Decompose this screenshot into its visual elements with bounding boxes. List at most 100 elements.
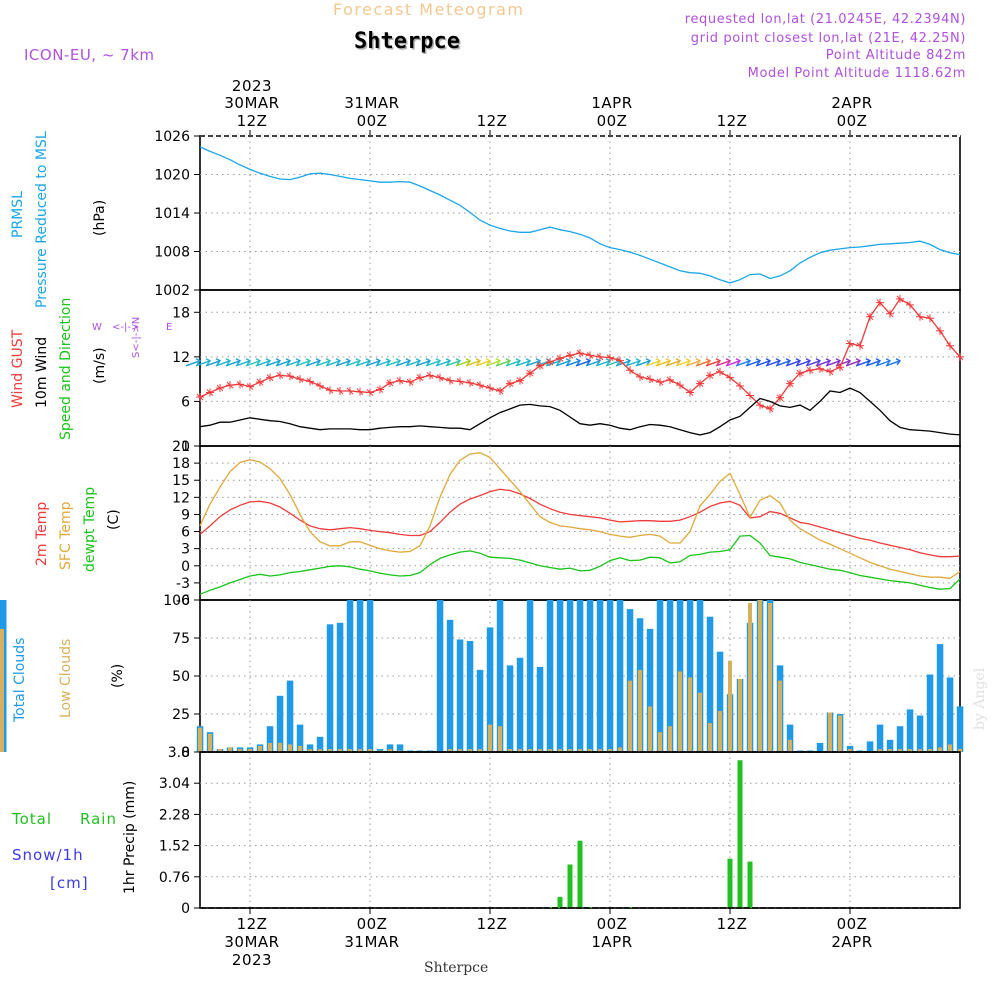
top-time-label: 12Z: [237, 112, 268, 130]
wind-direction-arrow: [405, 358, 422, 367]
low-cloud-bar: [528, 749, 532, 752]
wind-direction-arrow: [515, 358, 532, 367]
wind-direction-arrow: [385, 358, 402, 367]
top-time-label: 31MAR: [344, 94, 399, 112]
gust-label: Wind GUST: [10, 329, 26, 408]
compass-east: E: [166, 322, 172, 333]
total-cloud-bar: [486, 627, 494, 752]
gust-marker: [916, 312, 924, 321]
low-cloud-bar: [348, 749, 352, 752]
bottom-time-label: 12Z: [717, 915, 748, 933]
y-tick-label: 15: [172, 473, 190, 489]
low-cloud-bar: [608, 749, 612, 752]
gust-marker: [656, 378, 664, 387]
y-tick-label: 100: [163, 593, 190, 609]
wind-direction-arrow: [695, 358, 712, 367]
low-cloud-bar: [318, 749, 322, 752]
series-sfc-temp: [199, 452, 961, 579]
wind-direction-arrow: [325, 358, 342, 367]
low-cloud-bar: [478, 749, 482, 752]
low-cloud-bar: [0, 628, 4, 752]
wind-direction-arrow: [855, 358, 872, 367]
total-cloud-bar: [436, 600, 444, 752]
gust-marker: [216, 384, 224, 393]
y-tick-label: 18: [172, 456, 190, 472]
wind-label: 10m Wind: [34, 337, 50, 408]
total-cloud-bar: [716, 651, 724, 752]
series-dewpt-temp: [199, 534, 961, 595]
gust-marker: [536, 361, 544, 370]
gust-marker: [616, 356, 624, 365]
bottom-time-label: 00Z: [357, 915, 388, 933]
wind-direction-arrow: [365, 358, 382, 367]
wind-direction-arrow: [735, 358, 752, 367]
wind-direction-arrow: [475, 358, 492, 367]
low-cloud-bar: [458, 749, 462, 752]
y-tick-label: 0: [181, 559, 190, 575]
bottom-time-label: 1APR: [591, 933, 632, 951]
bottom-time-label: 31MAR: [344, 933, 399, 951]
total-cloud-bar: [296, 724, 304, 752]
total-cloud-bar: [866, 741, 874, 752]
wind-direction-arrow: [725, 358, 742, 367]
total-cloud-bar: [586, 600, 594, 752]
model-altitude: Model Point Altitude 1118.62m: [748, 66, 966, 81]
total-cloud-bar: [616, 600, 624, 752]
gust-marker: [946, 341, 954, 350]
y-tick-label: 12: [172, 490, 190, 506]
total-cloud-bar: [526, 600, 534, 752]
total-cloud-bar: [276, 695, 284, 752]
total-cloud-bar: [546, 600, 554, 752]
total-cloud-bar: [446, 619, 454, 752]
gust-marker: [926, 314, 934, 323]
t2m-label: 2m Temp: [34, 502, 50, 566]
gust-marker: [576, 349, 584, 358]
bottom-time-label: 00Z: [597, 915, 628, 933]
wind-direction-arrow: [445, 358, 462, 367]
precip-side-labels: Total Rain Snow/1h [cm] 1hr Precip (mm): [11, 781, 138, 894]
low-cloud-bar: [918, 749, 922, 752]
series-prmsl: [199, 146, 961, 284]
wind-direction-arrow: [185, 358, 202, 367]
low-cloud-bar: [248, 749, 252, 752]
y-tick-label: -3: [176, 576, 190, 592]
bottom-time-label: 30MAR: [224, 933, 279, 951]
bottom-time-label: 00Z: [837, 915, 868, 933]
low-cloud-bar: [508, 749, 512, 752]
pressure-side-labels: PRMSL Pressure Reduced to MSL (hPa): [10, 131, 108, 308]
gust-marker: [286, 372, 294, 381]
series-2m-temp: [199, 488, 961, 558]
total-cloud-bar: [326, 624, 334, 752]
gust-marker: [506, 379, 514, 388]
precip-total-label: Total: [11, 810, 52, 828]
low-cloud-bar: [328, 749, 332, 752]
compass-vertical: S<-|->N: [131, 317, 142, 358]
gust-marker: [786, 379, 794, 388]
wind-direction-arrow: [265, 358, 282, 367]
gust-marker: [776, 393, 784, 402]
gust-marker: [866, 312, 874, 321]
gust-marker: [296, 375, 304, 384]
low-cloud-bar: [518, 749, 522, 752]
total-cloud-bar: [896, 726, 904, 752]
gust-marker: [876, 298, 884, 307]
total-cloud-bar: [906, 709, 914, 752]
low-cloud-bar: [198, 727, 202, 752]
gust-marker: [196, 392, 204, 401]
total-cloud-bar: [566, 600, 574, 752]
gust-marker: [956, 352, 964, 361]
low-cloud-bar: [468, 749, 472, 752]
wind-direction-arrow: [335, 358, 352, 367]
y-tick-label: 75: [172, 631, 190, 647]
low-cloud-bar: [358, 749, 362, 752]
wind-direction-arrow: [655, 358, 672, 367]
model-label: ICON-EU, ~ 7km: [24, 46, 155, 64]
precip-panel: 0 0.76 1.52 2.28 3.04 3.8: [159, 745, 961, 917]
wind-direction-arrow: [775, 358, 792, 367]
gust-marker: [626, 366, 634, 375]
low-cloud-bar: [958, 749, 962, 752]
y-tick-label: 1008: [154, 245, 190, 261]
total-cloud-bar: [646, 628, 654, 752]
gust-marker: [746, 391, 754, 400]
